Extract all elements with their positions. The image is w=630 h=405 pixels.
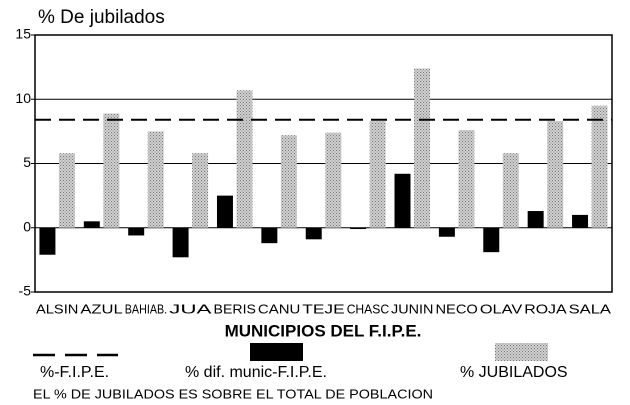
bar <box>305 227 322 240</box>
bar <box>192 153 209 228</box>
y-tick-label: 10 <box>15 90 31 106</box>
bar <box>502 153 519 228</box>
bar <box>58 153 75 228</box>
bar <box>591 105 608 228</box>
bar <box>458 130 475 228</box>
legend-swatch <box>495 343 548 361</box>
bar <box>280 135 297 228</box>
legend-label: % JUBILADOS <box>460 364 568 381</box>
y-tick-label: 15 <box>15 26 31 42</box>
bar <box>572 214 589 228</box>
x-tick-label: BAHIAB. <box>125 301 167 316</box>
bar <box>216 195 233 228</box>
legend-swatch <box>250 343 303 361</box>
x-tick-label: CHASC <box>347 301 389 316</box>
note: EL % DE JUBILADOS ES SOBRE EL TOTAL DE P… <box>33 386 433 401</box>
x-tick-label: ALSIN <box>36 301 78 316</box>
bar <box>547 121 564 228</box>
x-tick-label: NECO <box>435 301 477 316</box>
x-tick-label: JUNIN <box>391 301 433 316</box>
bar <box>39 227 56 255</box>
bar <box>350 227 367 230</box>
x-tick-label: SALA <box>569 301 612 316</box>
y-tick-label: 0 <box>23 218 31 234</box>
x-tick-label: OLAV <box>480 301 523 316</box>
legend-label: %-F.I.P.E. <box>40 364 109 381</box>
bar <box>172 227 189 258</box>
bar <box>527 211 544 228</box>
legend-label: % dif. munic-F.I.P.E. <box>185 364 327 381</box>
bar <box>438 227 455 237</box>
bar <box>414 68 431 228</box>
y-tick-label: 5 <box>23 154 31 170</box>
bar <box>147 131 164 228</box>
bar <box>369 121 386 228</box>
bar <box>103 113 120 228</box>
bar <box>236 90 253 228</box>
bar <box>394 173 411 228</box>
y-axis-label: % De jubilados <box>38 7 165 28</box>
bar <box>325 132 342 228</box>
bar <box>128 227 145 236</box>
x-axis-label: MUNICIPIOS DEL F.I.P.E. <box>225 321 422 340</box>
x-tick-label: ROJA <box>524 301 567 316</box>
x-tick-label: JUA <box>169 301 212 316</box>
x-tick-label: AZUL <box>80 301 122 316</box>
y-tick-label: -5 <box>19 283 32 299</box>
x-tick-label: TEJE <box>302 301 345 316</box>
bar <box>261 227 278 244</box>
bar <box>83 221 100 228</box>
x-tick-label: CANU <box>258 301 300 316</box>
bar <box>483 227 500 253</box>
x-tick-label: BERIS <box>214 301 257 316</box>
